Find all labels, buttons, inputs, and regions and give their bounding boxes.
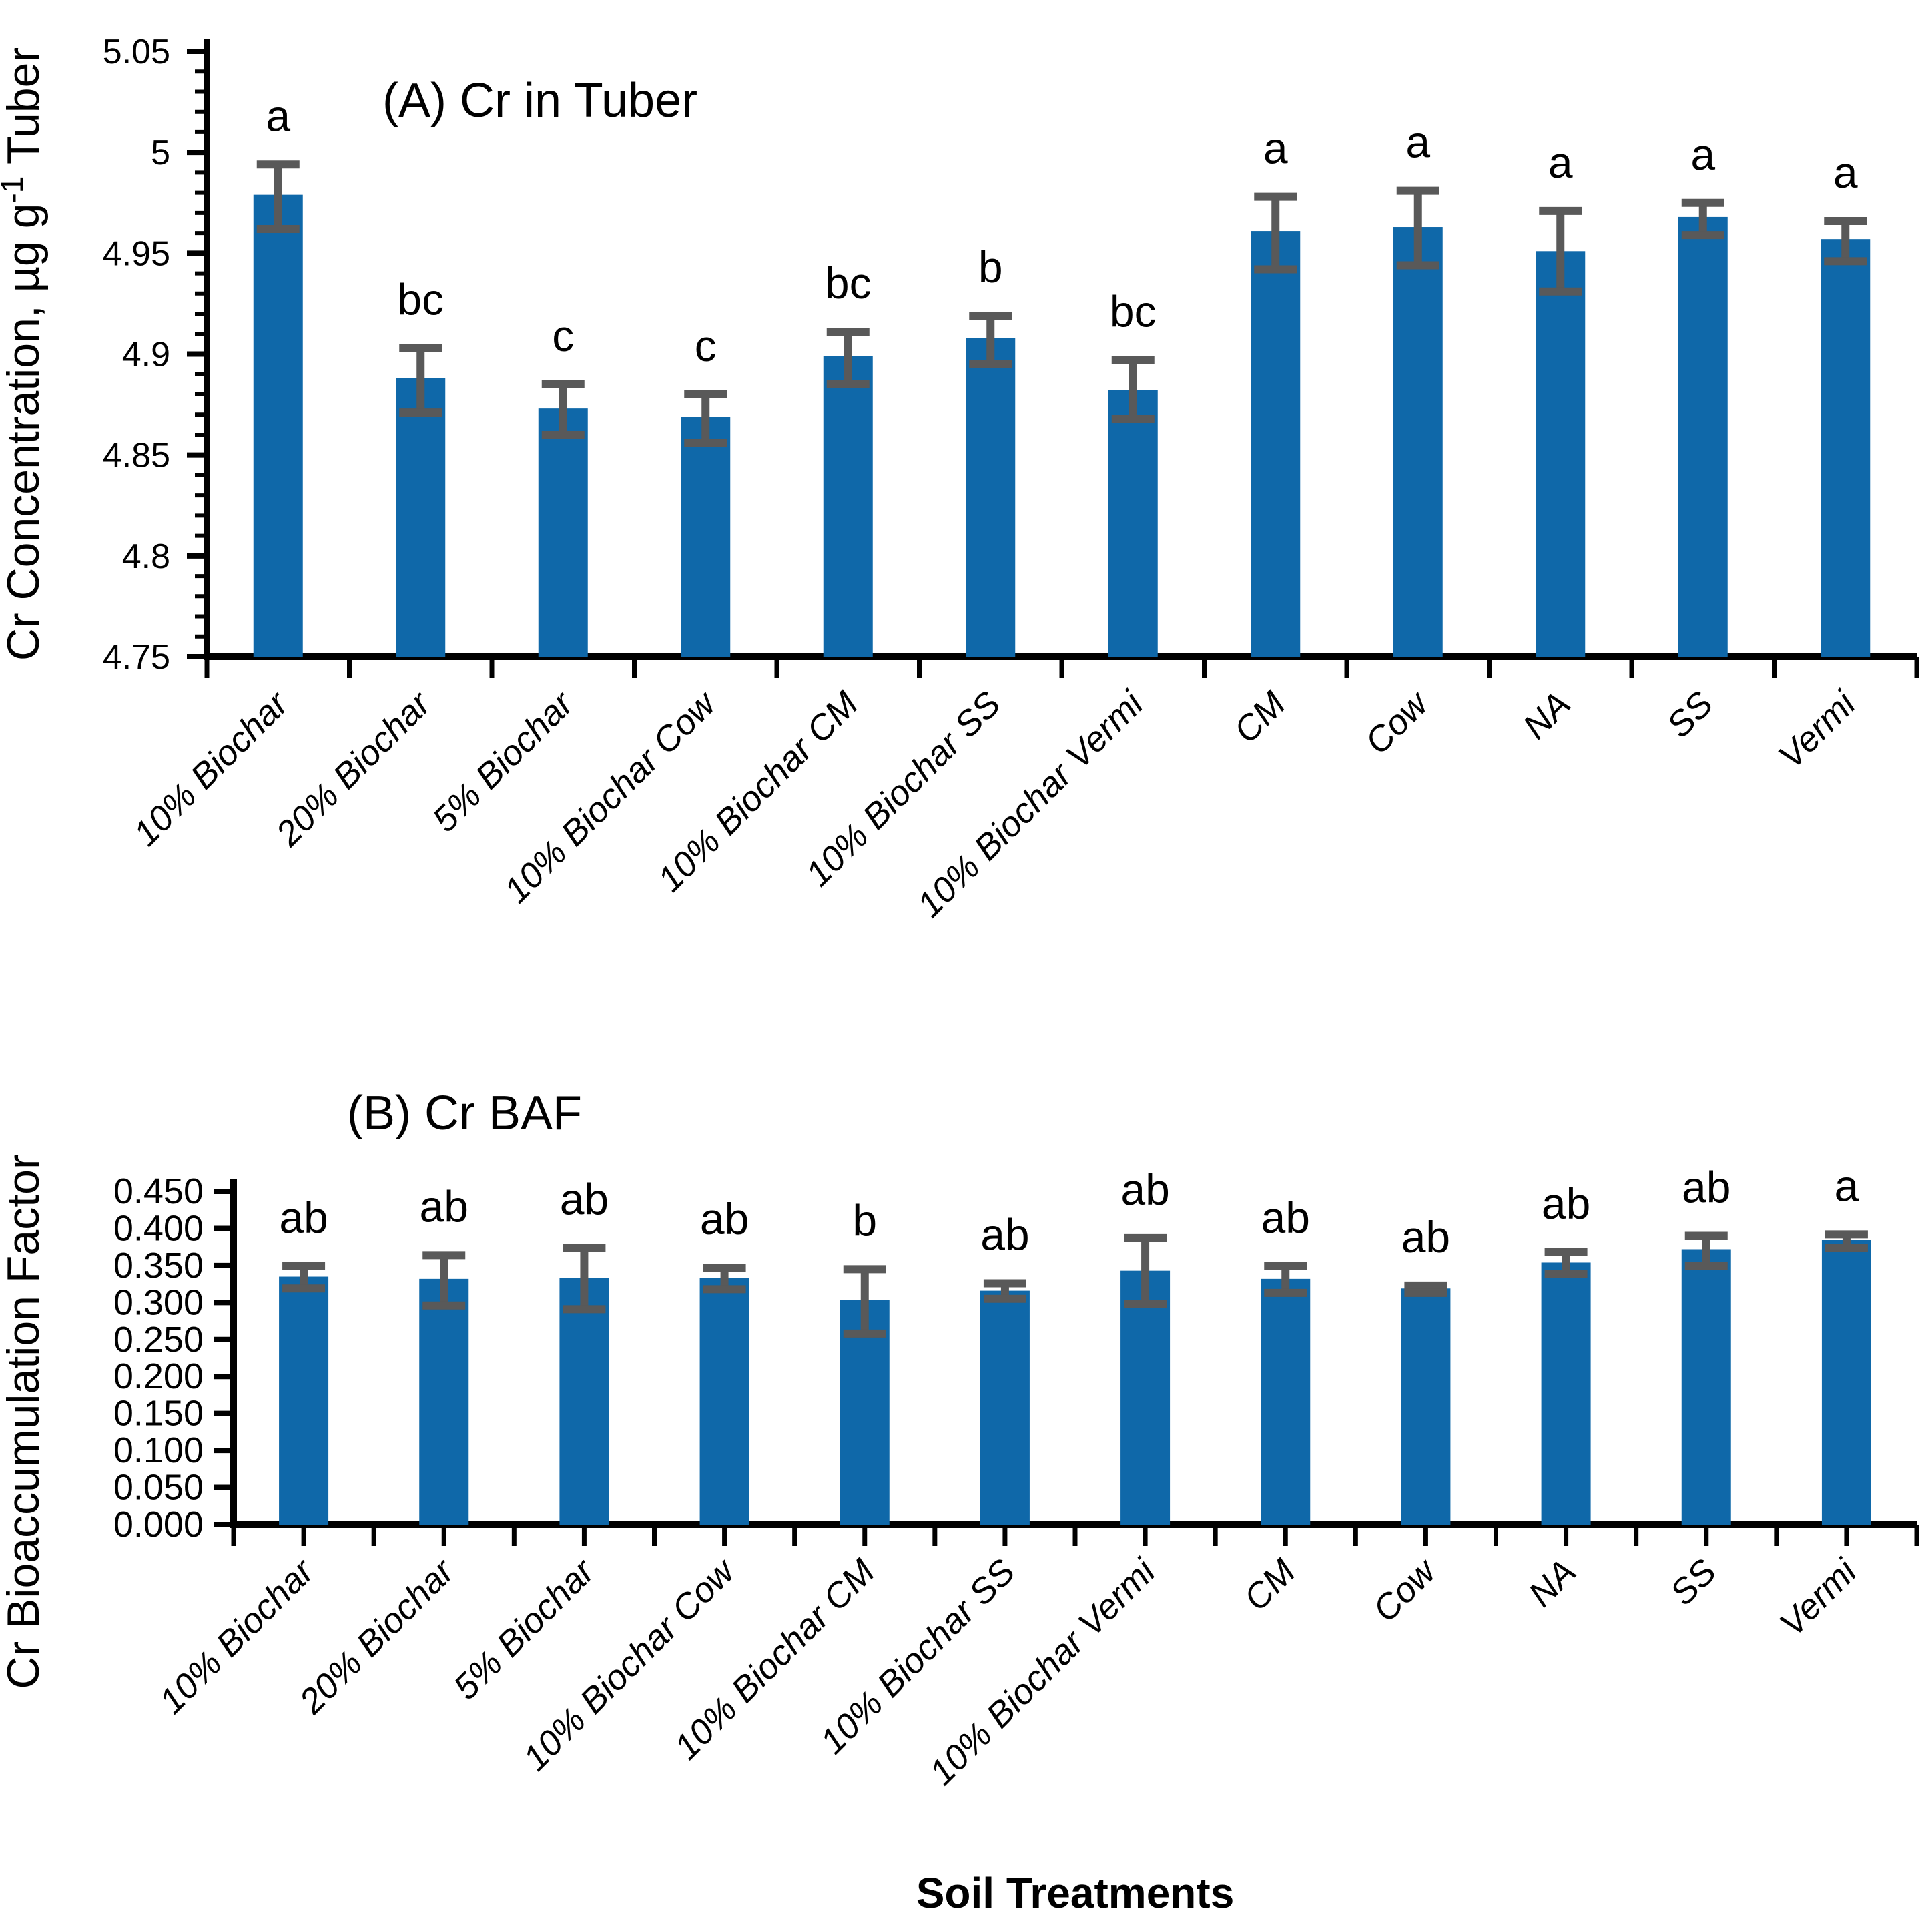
sig-letter: bc: [825, 258, 872, 308]
x-category-label: SS: [1663, 1552, 1724, 1613]
x-category-label: NA: [1516, 684, 1578, 747]
x-category-label: CM: [1237, 1551, 1304, 1619]
bar-10% Biochar: [253, 194, 303, 657]
y-tick-label: 0.000: [113, 1504, 204, 1545]
y-tick-label: 4.9: [122, 336, 170, 374]
panel-b-title: (B) Cr BAF: [347, 1087, 582, 1140]
y-tick-label: 0.300: [113, 1282, 204, 1322]
y-tick-label: 4.85: [103, 437, 170, 475]
sig-letter: ab: [1401, 1212, 1450, 1262]
y-tick-label: 4.95: [103, 234, 170, 273]
bar-Cow: [1393, 227, 1443, 657]
sig-letter: ab: [1542, 1179, 1590, 1228]
y-tick-label: 0.050: [113, 1468, 204, 1508]
y-tick-label: 0.250: [113, 1320, 204, 1360]
sig-letter: ab: [1682, 1163, 1730, 1212]
bar-10% Biochar SS: [966, 338, 1016, 657]
bar-5% Biochar: [538, 408, 588, 657]
y-tick-label: 0.450: [113, 1171, 204, 1211]
sig-letter: ab: [279, 1193, 328, 1242]
sig-letter: c: [695, 321, 717, 370]
y-axis-title-panel-a: Cr Concentration, µg g-1 Tuber: [0, 47, 49, 661]
x-axis-title: Soil Treatments: [916, 1869, 1235, 1917]
sig-letter: b: [978, 242, 1003, 292]
bar-10% Biochar SS: [980, 1290, 1030, 1525]
y-tick-label: 5.05: [103, 33, 170, 71]
bar-Vermi: [1821, 239, 1871, 657]
sig-letter: a: [1405, 117, 1430, 167]
x-category-label: Vermi: [1771, 683, 1864, 776]
x-category-label: SS: [1660, 684, 1721, 746]
panel-b-cr-baf: 0.0000.0500.1000.1500.2000.2500.3000.350…: [113, 1161, 1919, 1793]
y-tick-label: 5: [151, 133, 170, 172]
sig-letter: ab: [1261, 1193, 1310, 1242]
y-tick-label: 4.8: [122, 537, 170, 576]
sig-letter: a: [1548, 137, 1573, 187]
bar-Cow: [1401, 1288, 1451, 1525]
x-category-label: Cow: [1358, 682, 1437, 762]
sig-letter: a: [1833, 148, 1858, 197]
bar-5% Biochar: [559, 1278, 609, 1525]
sig-letter: a: [1263, 123, 1288, 173]
bar-10% Biochar: [279, 1276, 329, 1525]
bar-Vermi: [1821, 1240, 1871, 1525]
y-tick-label: 0.150: [113, 1394, 204, 1434]
y-tick-label: 0.100: [113, 1430, 204, 1470]
sig-letter: b: [852, 1195, 877, 1245]
y-tick-label: 0.350: [113, 1246, 204, 1286]
sig-letter: a: [1835, 1161, 1859, 1210]
bar-CM: [1261, 1278, 1311, 1525]
x-category-label: NA: [1521, 1552, 1584, 1615]
x-category-label: Vermi: [1772, 1551, 1865, 1644]
sig-letter: ab: [980, 1210, 1029, 1260]
bar-10% Biochar Cow: [699, 1278, 749, 1525]
bar-20% Biochar: [396, 378, 446, 657]
x-category-label: 5% Biochar: [446, 1551, 603, 1707]
y-axis-title-panel-b: Cr Bioaccumulation Factor: [0, 1154, 49, 1689]
sig-letter: a: [1690, 129, 1715, 179]
x-category-label: CM: [1227, 683, 1294, 751]
sig-letter: ab: [560, 1174, 609, 1223]
bar-10% Biochar CM: [840, 1300, 890, 1525]
x-category-label: Cow: [1365, 1550, 1445, 1629]
x-category-label: 10% Biochar Vermi: [922, 1551, 1163, 1793]
bar-10% Biochar Vermi: [1120, 1270, 1171, 1525]
y-tick-label: 0.200: [113, 1356, 204, 1396]
x-category-label: 20% Biochar: [268, 683, 440, 854]
bar-CM: [1251, 231, 1301, 657]
bar-SS: [1678, 216, 1728, 657]
bar-NA: [1536, 251, 1586, 657]
y-tick-label: 4.75: [103, 638, 170, 677]
sig-letter: ab: [700, 1194, 749, 1244]
sig-letter: ab: [1120, 1165, 1169, 1214]
sig-letter: ab: [420, 1181, 468, 1231]
x-category-label: 5% Biochar: [425, 683, 582, 840]
bar-SS: [1681, 1249, 1731, 1525]
sig-letter: bc: [1110, 287, 1157, 336]
sig-letter: a: [266, 91, 290, 140]
panel-a-title: (A) Cr in Tuber: [382, 74, 697, 127]
bar-20% Biochar: [419, 1278, 469, 1525]
bar-10% Biochar Cow: [681, 417, 731, 657]
bar-NA: [1541, 1262, 1591, 1525]
bar-10% Biochar Vermi: [1108, 390, 1158, 657]
y-tick-label: 0.400: [113, 1208, 204, 1248]
sig-letter: bc: [397, 274, 444, 324]
sig-letter: c: [552, 311, 574, 360]
bar-10% Biochar CM: [823, 356, 873, 657]
